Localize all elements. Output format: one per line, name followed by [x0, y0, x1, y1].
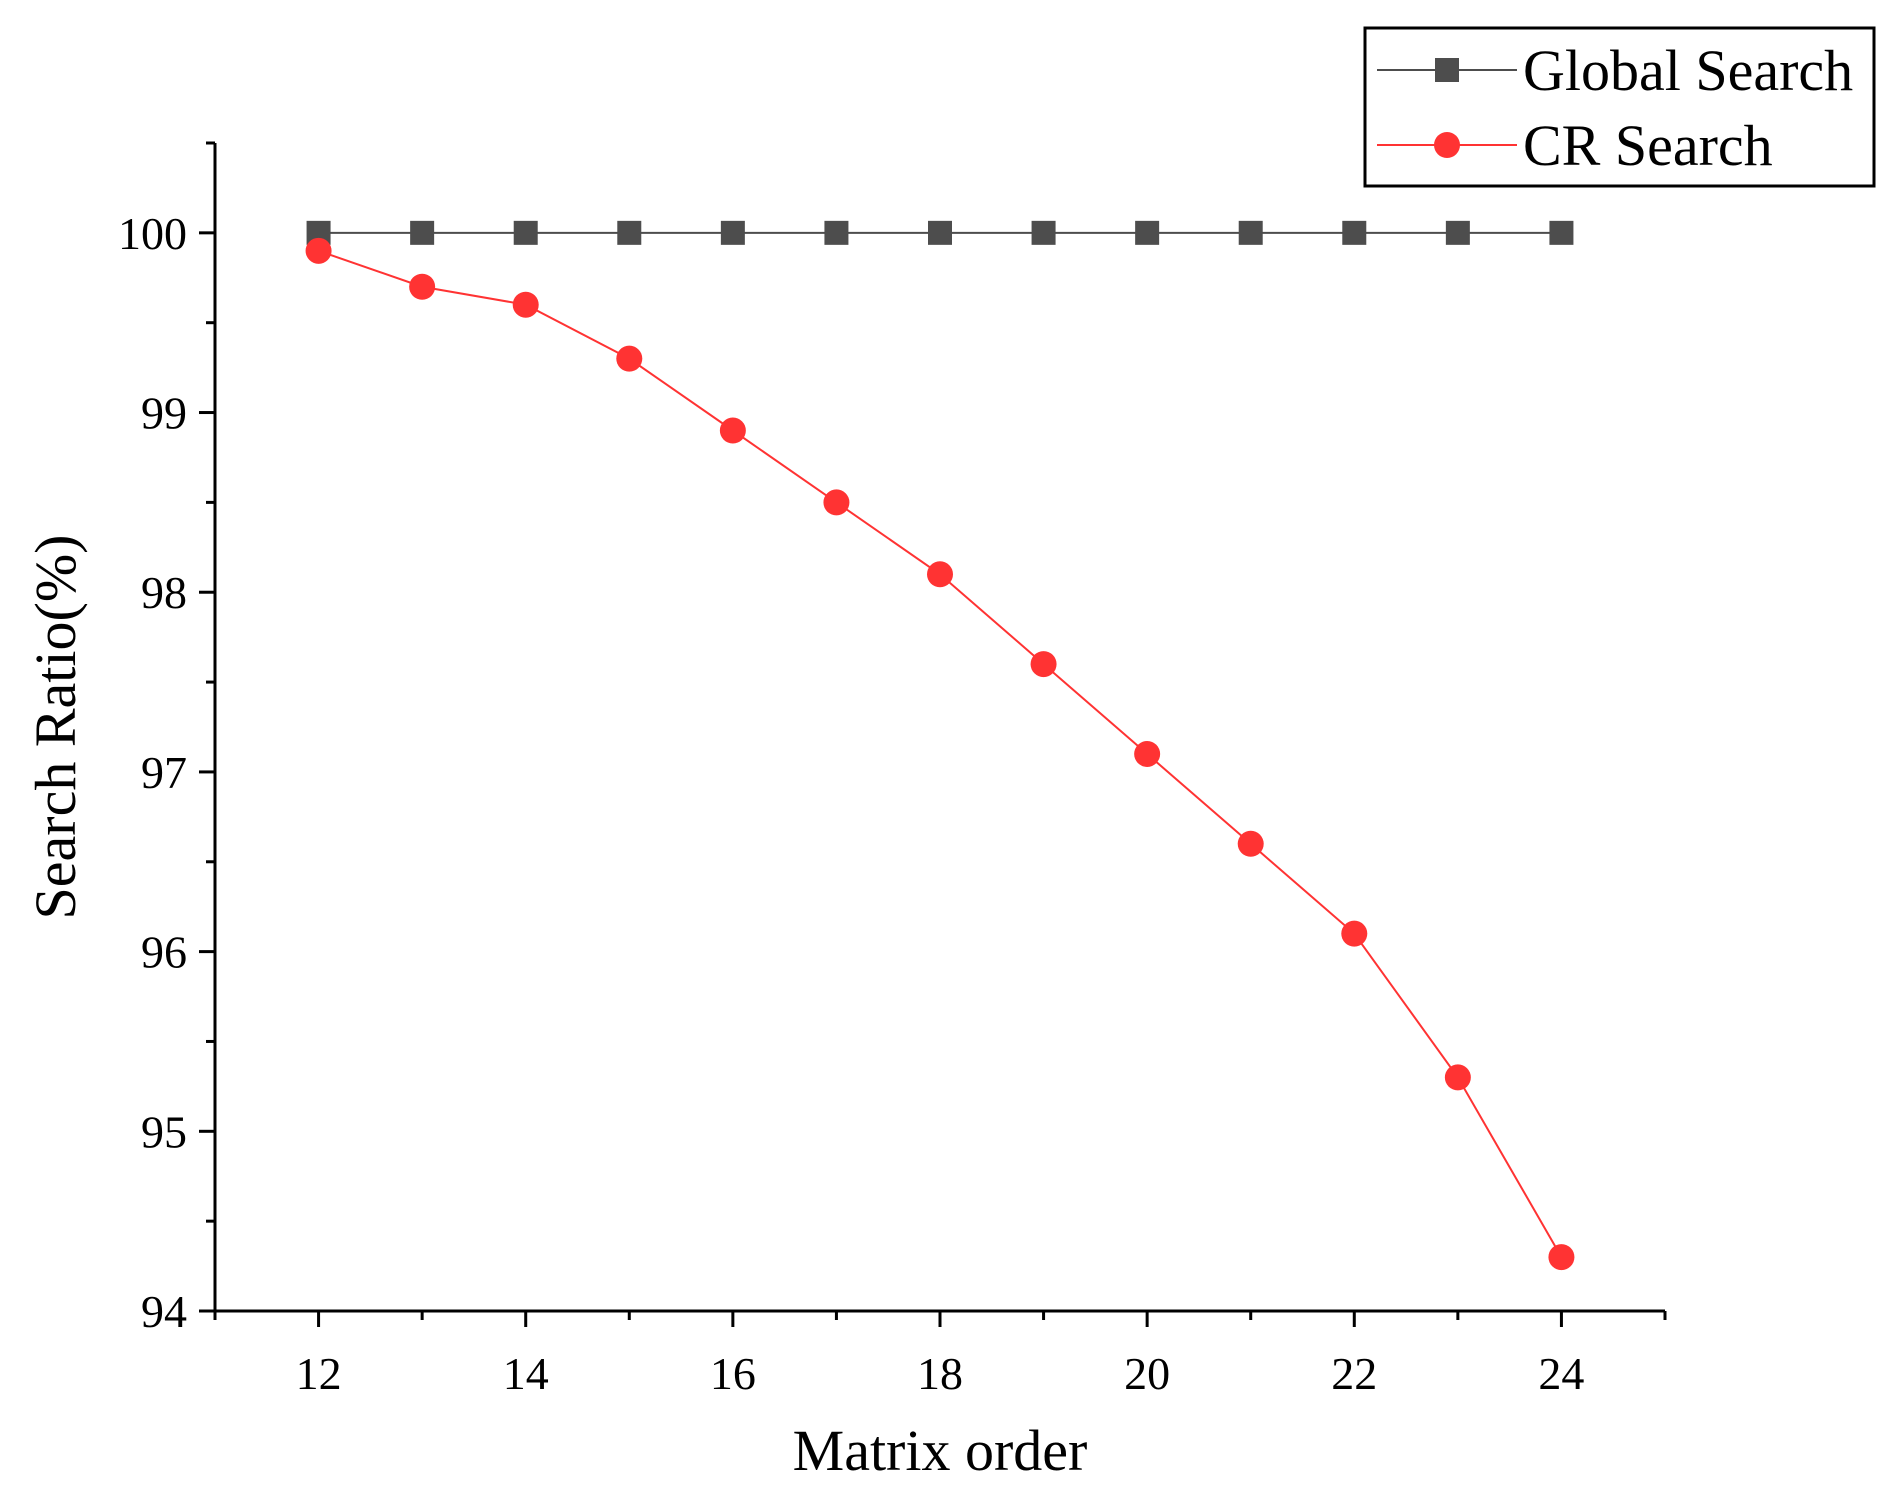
data-point: [719, 417, 746, 444]
y-tick-label: 99: [141, 388, 187, 439]
data-point: [1444, 1064, 1471, 1091]
data-point: [1134, 740, 1161, 767]
legend: Global Search CR Search: [1363, 26, 1876, 188]
data-point: [720, 220, 745, 245]
data-point: [512, 291, 539, 318]
series-line: [318, 249, 1563, 1258]
legend-marker: [1434, 132, 1460, 158]
y-tick-label: 100: [118, 208, 187, 259]
data-point: [1548, 1244, 1575, 1271]
data-point: [1030, 651, 1057, 678]
series-cr-search: [305, 237, 1575, 1271]
y-tick-label: 95: [141, 1106, 187, 1157]
data-point: [1238, 220, 1263, 245]
data-point: [409, 273, 436, 300]
x-tick-label: 24: [1538, 1348, 1584, 1399]
data-point: [823, 489, 850, 516]
x-tick-label: 12: [296, 1348, 342, 1399]
y-tick-label: 96: [141, 927, 187, 978]
x-tick-label: 20: [1124, 1348, 1170, 1399]
x-tick-label: 16: [710, 1348, 756, 1399]
x-tick-label: 22: [1331, 1348, 1377, 1399]
data-point: [410, 220, 435, 245]
legend-label: CR Search: [1523, 113, 1773, 178]
legend-label: Global Search: [1523, 38, 1853, 103]
data-point: [824, 220, 849, 245]
data-point: [1031, 220, 1056, 245]
data-point: [616, 345, 643, 372]
legend-item: CR Search: [1377, 113, 1773, 178]
legend-box: [1363, 26, 1876, 188]
y-tick-label: 98: [141, 567, 187, 618]
y-axis-title: Search Ratio(%): [23, 535, 88, 920]
y-tick-label: 97: [141, 747, 187, 798]
data-point: [928, 220, 952, 245]
x-tick-label: 14: [503, 1348, 549, 1399]
data-point: [1341, 920, 1368, 947]
data-point: [927, 561, 953, 588]
data-point: [617, 220, 642, 245]
axes: 12 14 16 18 20 22 24 94 95 96 97 98 99 100 Matrix orde…: [23, 141, 1667, 1483]
y-tick-label: 94: [141, 1286, 187, 1337]
legend-item: Global Search: [1377, 38, 1853, 103]
x-tick-label: 18: [917, 1348, 963, 1399]
legend-marker: [1435, 58, 1459, 82]
data-point: [305, 237, 332, 264]
data-point: [1445, 220, 1470, 245]
data-point: [1237, 830, 1264, 857]
x-axis-title: Matrix order: [793, 1418, 1088, 1483]
data-point: [1135, 220, 1160, 245]
series-layer: [305, 220, 1575, 1271]
data-point: [513, 220, 538, 245]
data-point: [1342, 220, 1367, 245]
data-point: [1549, 220, 1574, 245]
series-global-search: [306, 220, 1574, 245]
